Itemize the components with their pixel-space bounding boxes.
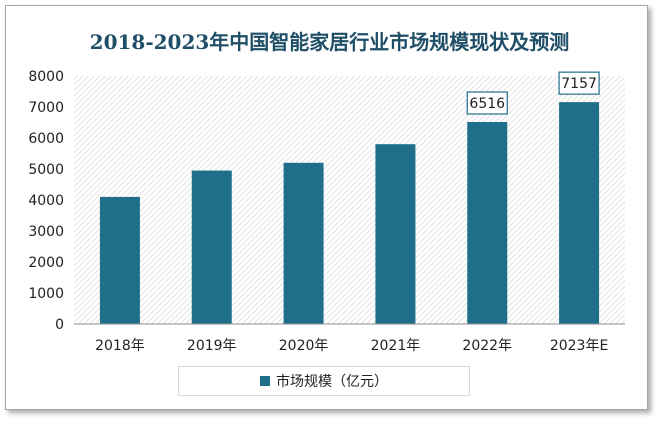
y-tick-label: 2000 xyxy=(28,255,64,271)
y-tick-label: 1000 xyxy=(28,286,64,302)
chart-title: 2018-2023年中国智能家居行业市场规模现状及预测 xyxy=(89,30,570,54)
bar xyxy=(191,170,232,324)
y-tick-label: 5000 xyxy=(28,162,64,178)
legend-label: 市场规模（亿元） xyxy=(276,374,388,390)
data-label: 7157 xyxy=(561,76,597,92)
x-tick-label: 2020年 xyxy=(279,338,329,354)
bar xyxy=(375,144,416,324)
x-tick-label: 2023年E xyxy=(550,338,608,354)
y-tick-label: 3000 xyxy=(28,224,64,240)
data-label-box xyxy=(558,71,600,95)
y-tick-label: 0 xyxy=(55,317,64,333)
x-tick-label: 2021年 xyxy=(371,338,421,354)
plot-area-background xyxy=(74,76,625,324)
y-tick-label: 6000 xyxy=(28,131,64,147)
x-tick-label: 2018年 xyxy=(95,338,145,354)
y-tick-label: 8000 xyxy=(28,69,64,85)
y-tick-label: 4000 xyxy=(28,193,64,209)
x-tick-label: 2019年 xyxy=(187,338,237,354)
x-tick-label: 2022年 xyxy=(462,338,512,354)
bar xyxy=(467,122,508,324)
legend-swatch xyxy=(260,376,270,386)
legend: 市场规模（亿元） xyxy=(178,366,470,396)
bar xyxy=(559,102,600,325)
bar xyxy=(283,162,324,324)
bar xyxy=(99,196,140,324)
data-label-box xyxy=(466,91,508,115)
y-tick-label: 7000 xyxy=(28,100,64,116)
data-label: 6516 xyxy=(469,96,505,112)
